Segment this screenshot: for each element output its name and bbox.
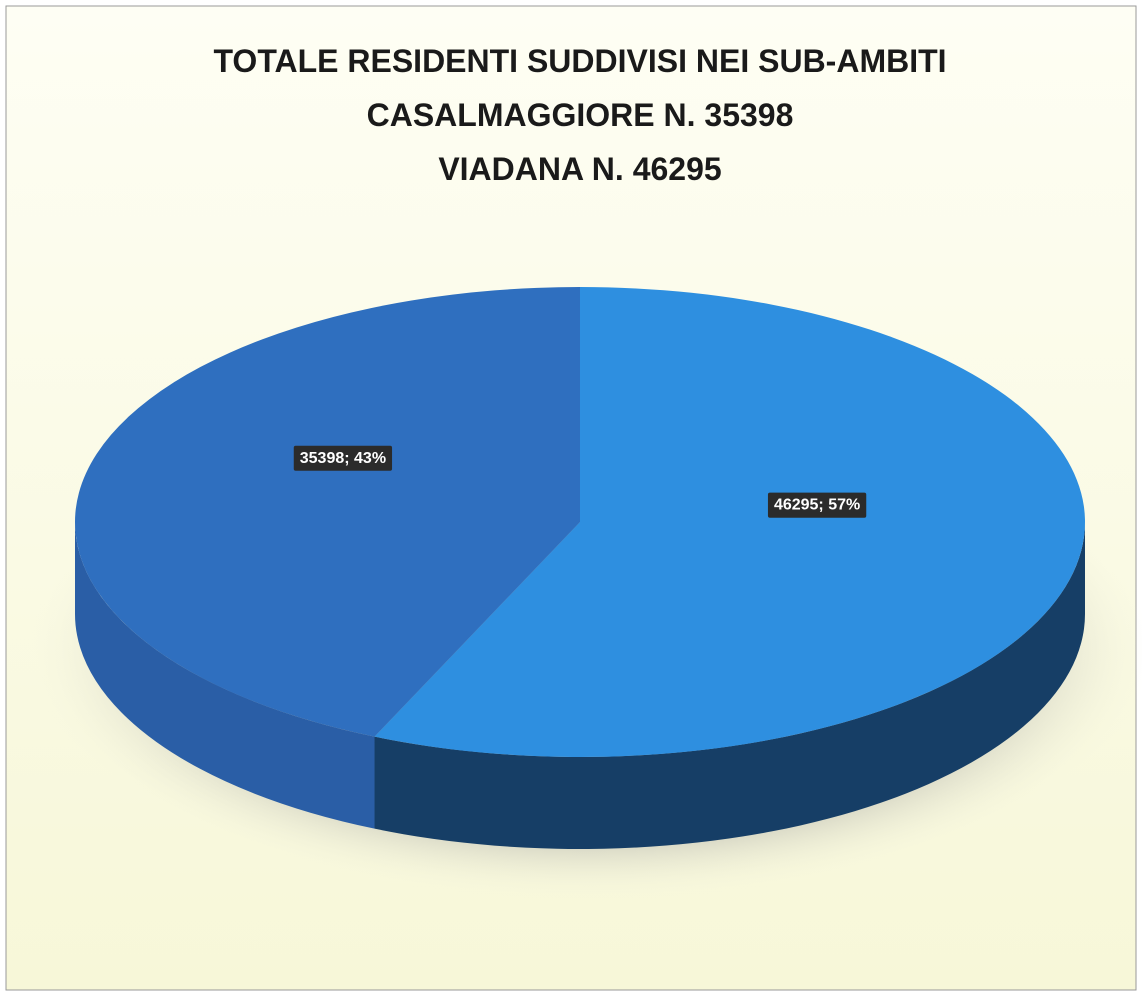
chart-title: CASALMAGGIORE N. 35398 xyxy=(367,97,794,133)
slice-top xyxy=(374,287,1086,758)
chart-title: VIADANA N. 46295 xyxy=(438,151,721,187)
slice-side xyxy=(75,522,375,829)
value-label: 46295; 57% xyxy=(774,497,860,514)
slice xyxy=(75,287,580,829)
pie xyxy=(75,287,1086,849)
value-label-box xyxy=(293,445,393,471)
chart-title: TOTALE RESIDENTI SUDDIVISI NEI SUB-AMBIT… xyxy=(213,43,946,79)
slice xyxy=(374,287,1086,849)
value-label-box xyxy=(767,492,867,518)
slice-top xyxy=(75,287,580,737)
labels: 46295; 57% 35398; 43% xyxy=(293,445,867,518)
value-label: 35398; 43% xyxy=(300,450,386,467)
slice-side xyxy=(374,522,1086,849)
